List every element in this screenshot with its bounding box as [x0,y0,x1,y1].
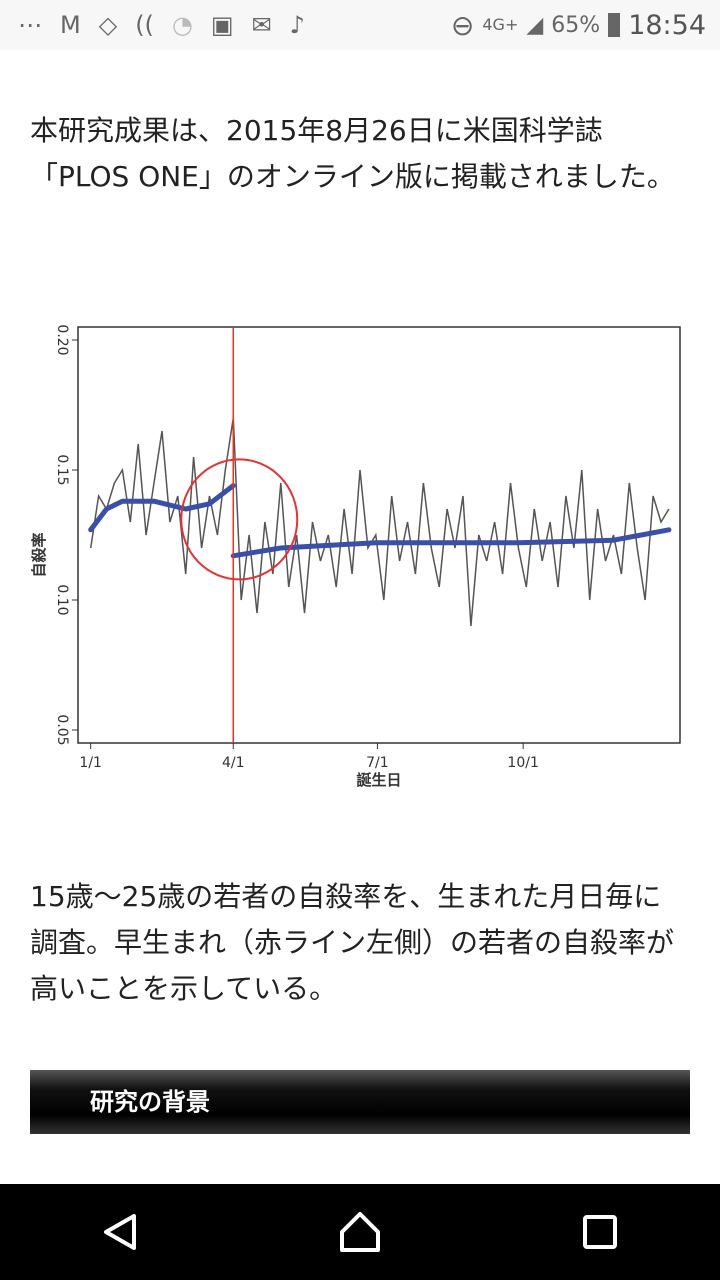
rakuma-icon: ▣ [210,11,234,39]
trend-line-before-cutoff [88,483,236,533]
clean-icon: ♪ [289,11,305,39]
network-type: 4G+ [482,14,519,34]
section-header: 研究の背景 [30,1070,690,1134]
y-tick-label: 0.20 [54,324,70,355]
clock: 18:54 [628,9,706,41]
y-tick-label: 0.10 [54,584,70,615]
section-title: 研究の背景 [90,1088,210,1116]
battery-level: 65% [551,12,601,38]
more-icon: ⋯ [18,11,42,39]
x-tick-label: 4/1 [222,755,245,771]
mail-icon: ✉ [251,11,272,39]
battery-icon [608,13,621,37]
nfc-on-icon: (( [135,11,154,39]
dnd-icon: ⊖ [450,8,475,42]
x-axis-label: 誕生日 [356,771,401,789]
gmail-icon: M [60,11,81,39]
back-icon [104,1214,136,1250]
suicide-rate-chart: 0.05 0.10 0.15 0.20 1/1 4/1 7/1 10/1 誕生日 自殺率 [30,324,681,789]
wifi-unknown-icon: ◔ [171,11,193,39]
x-tick-label: 7/1 [366,755,389,771]
back-button[interactable] [90,1202,150,1262]
recents-button[interactable] [570,1202,630,1262]
home-icon [340,1212,380,1252]
recents-icon [583,1215,617,1249]
y-tick-label: 0.05 [54,714,70,745]
y-tick-label: 0.15 [54,454,70,485]
chart-caption: 15歳〜25歳の若者の自殺率を、生まれた月日毎に調査。早生まれ（赤ライン左側）の… [30,880,675,1005]
highlight-circle [180,458,299,581]
signal-icon: ◢ [526,12,544,38]
navigation-bar [0,1184,720,1280]
x-tick-label: 1/1 [79,755,102,771]
status-bar: ⋯ M ◇ (( ◔ ▣ ✉ ♪ ⊖ 4G+ ◢ 65% 18:54 [0,0,720,50]
x-tick-label: 10/1 [507,755,538,771]
y-axis-label: 自殺率 [30,532,48,577]
plot-frame [77,326,681,744]
trend-line-after-cutoff [230,527,672,559]
home-button[interactable] [330,1202,390,1262]
intro-paragraph: 本研究成果は、2015年8月26日に米国科学誌「PLOS ONE」のオンライン版… [30,114,675,193]
tag-icon: ◇ [98,11,118,39]
